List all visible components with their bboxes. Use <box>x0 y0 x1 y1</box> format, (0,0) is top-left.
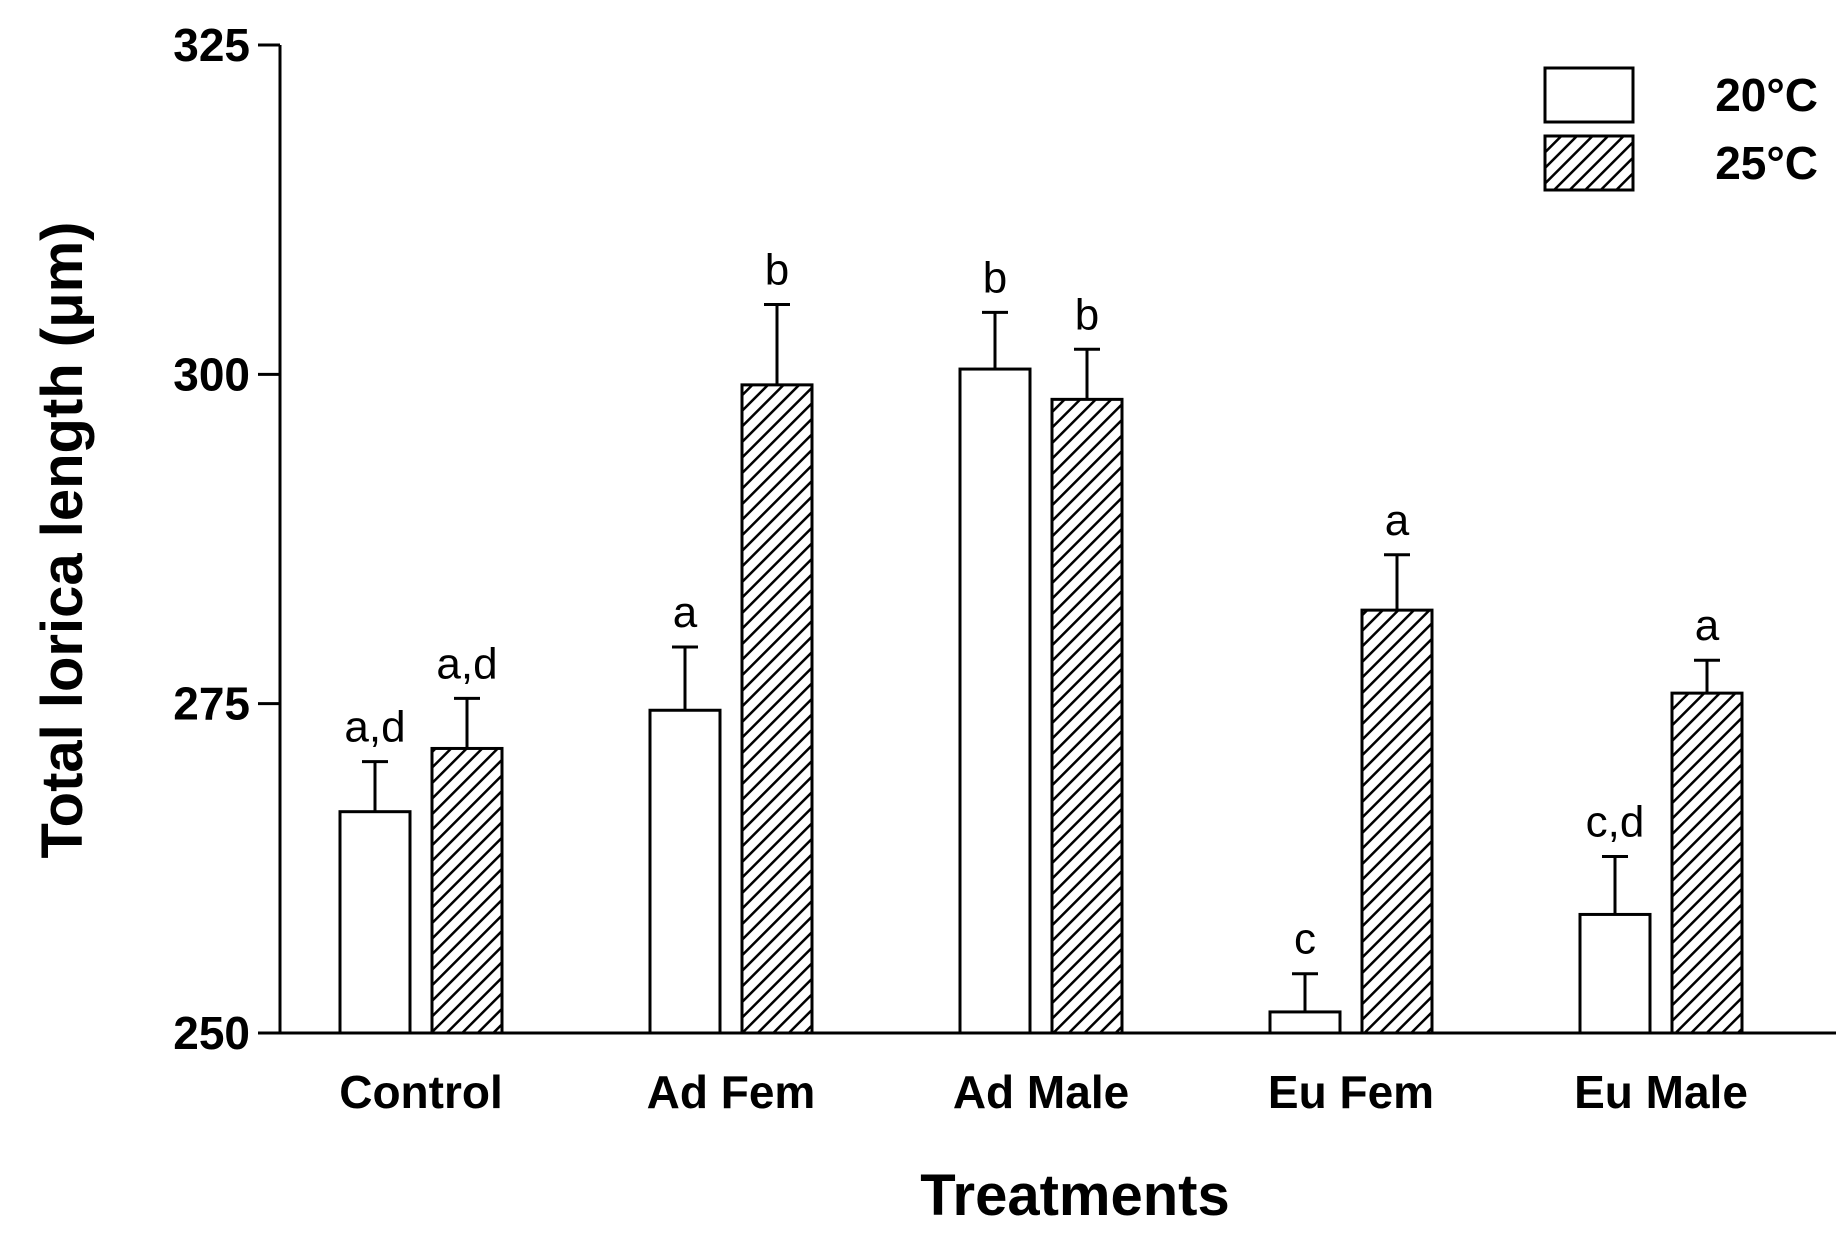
bar-20c-control <box>338 810 412 1035</box>
bar-20c-ad-fem <box>648 708 722 1035</box>
significance-label: b <box>983 253 1007 302</box>
x-tick-label: Ad Male <box>953 1066 1129 1118</box>
y-tick-label: 275 <box>173 678 250 730</box>
significance-label: b <box>765 246 789 295</box>
x-axis-title: Treatments <box>920 1163 1229 1228</box>
legend-swatch-25c <box>1543 134 1635 192</box>
bar-20c-eu-fem <box>1268 1010 1342 1035</box>
bar-25c-ad-fem <box>740 383 814 1035</box>
x-tick-label: Eu Fem <box>1268 1066 1434 1118</box>
significance-label: a,d <box>344 703 405 752</box>
bar-25c-ad-male <box>1050 397 1124 1035</box>
significance-label: a,d <box>436 639 497 688</box>
bar-20c-eu-male <box>1578 912 1652 1035</box>
bar-25c-control <box>430 746 504 1035</box>
x-tick-label: Eu Male <box>1574 1066 1748 1118</box>
x-tick-label: Ad Fem <box>647 1066 816 1118</box>
y-tick-label: 300 <box>173 348 250 400</box>
y-tick-label: 250 <box>173 1007 250 1059</box>
significance-label: a <box>1695 601 1720 650</box>
significance-label: b <box>1075 290 1099 339</box>
significance-label: a <box>673 588 698 637</box>
bar-25c-eu-fem <box>1360 608 1434 1035</box>
y-axis-title: Total lorica length (μm) <box>30 222 95 859</box>
significance-label: c,d <box>1586 797 1645 846</box>
y-tick-label: 325 <box>173 19 250 71</box>
significance-label: c <box>1294 915 1316 964</box>
significance-label: a <box>1385 496 1410 545</box>
bar-25c-eu-male <box>1670 691 1744 1035</box>
legend-label-20c: 20°C <box>1715 69 1818 121</box>
x-tick-label: Control <box>339 1066 503 1118</box>
legend-swatch-20c <box>1543 66 1635 124</box>
legend-label-25c: 25°C <box>1715 137 1818 189</box>
bar-20c-ad-male <box>958 367 1032 1035</box>
